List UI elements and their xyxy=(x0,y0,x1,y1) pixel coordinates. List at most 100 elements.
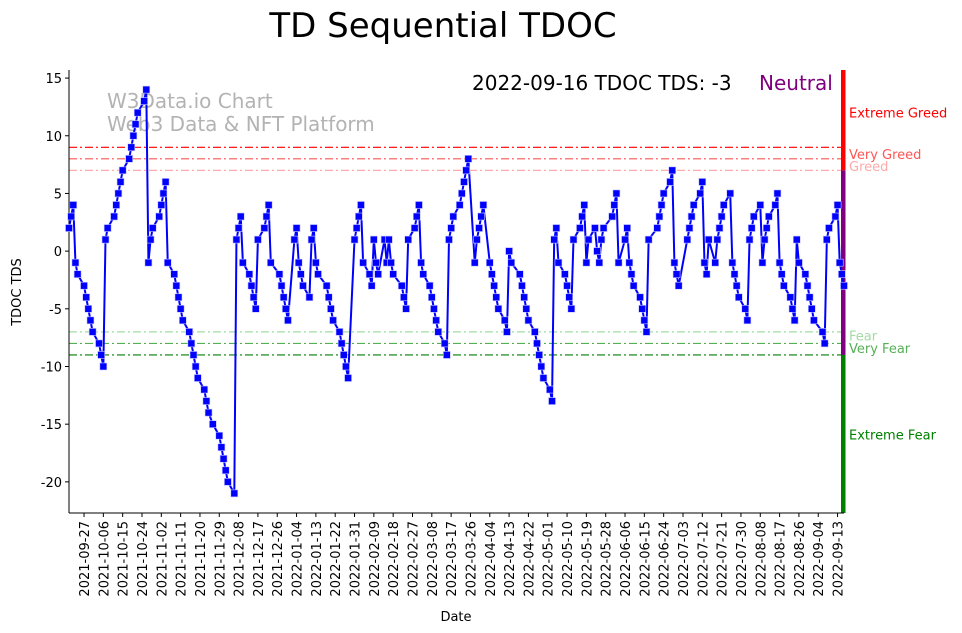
x-tick-label: 2021-11-02 xyxy=(155,521,170,597)
data-point xyxy=(501,316,509,325)
data-point xyxy=(125,155,133,163)
data-point xyxy=(209,420,217,428)
data-point xyxy=(428,293,436,302)
data-point xyxy=(715,224,724,232)
data-point xyxy=(629,281,638,290)
data-point xyxy=(726,189,735,198)
data-point xyxy=(116,178,125,186)
data-point xyxy=(730,270,739,278)
x-tick-label: 2021-11-20 xyxy=(194,521,209,597)
data-point xyxy=(548,397,556,405)
data-point xyxy=(477,212,485,221)
data-point xyxy=(292,224,301,232)
data-point xyxy=(200,385,209,394)
data-point xyxy=(247,281,256,290)
data-point xyxy=(101,235,110,244)
data-point xyxy=(202,397,211,405)
data-point xyxy=(372,258,380,267)
data-point xyxy=(309,224,318,232)
data-point xyxy=(550,235,558,244)
x-tick-label: 2022-03-08 xyxy=(426,521,441,597)
data-point xyxy=(251,305,260,313)
data-point xyxy=(576,224,584,232)
data-point xyxy=(503,328,511,336)
data-point xyxy=(831,212,840,221)
data-point xyxy=(221,466,230,475)
data-point xyxy=(599,224,608,232)
x-tick-label: 2022-05-28 xyxy=(600,521,615,597)
data-point xyxy=(771,201,780,209)
data-point xyxy=(400,293,408,302)
x-tick-label: 2022-06-24 xyxy=(658,521,673,597)
data-point xyxy=(455,201,464,209)
data-point xyxy=(700,258,709,267)
data-point xyxy=(554,258,563,267)
data-point xyxy=(473,235,481,244)
data-point xyxy=(314,270,322,278)
data-point xyxy=(397,281,406,290)
x-tick-label: 2021-12-08 xyxy=(233,521,248,597)
data-point xyxy=(608,212,616,221)
data-point xyxy=(765,212,773,221)
data-point xyxy=(687,212,696,221)
data-point xyxy=(322,281,331,290)
data-point xyxy=(475,224,483,232)
data-point xyxy=(840,281,848,290)
watermark-line-1: W3Data.io Chart xyxy=(107,89,273,113)
data-point xyxy=(462,166,470,175)
x-tick-label: 2022-07-30 xyxy=(735,521,750,597)
data-point xyxy=(432,316,440,325)
data-point xyxy=(350,235,359,244)
data-point xyxy=(282,305,290,313)
data-point xyxy=(71,258,80,267)
data-point xyxy=(788,305,797,313)
data-point xyxy=(516,270,524,278)
data-point xyxy=(488,270,496,278)
data-point xyxy=(507,258,516,267)
data-point xyxy=(741,305,750,313)
data-point xyxy=(535,351,543,359)
data-point xyxy=(329,316,337,325)
data-point xyxy=(702,270,711,278)
data-point xyxy=(352,224,361,232)
series-tds xyxy=(65,85,848,498)
data-point xyxy=(728,258,737,267)
y-tick-label: -20 xyxy=(41,476,62,491)
x-tick-label: 2022-08-17 xyxy=(774,521,789,597)
data-point xyxy=(518,281,526,290)
data-point xyxy=(419,270,428,278)
data-point xyxy=(610,201,619,209)
y-axis: 15 10 5 0 -5 -10 -15 -20 xyxy=(41,70,70,513)
data-point xyxy=(666,178,674,186)
data-point xyxy=(479,201,488,209)
data-point xyxy=(838,270,846,278)
data-point xyxy=(485,258,494,267)
watermark: W3Data.io Chart Web3 Data & NFT Platform xyxy=(107,89,375,136)
data-point xyxy=(698,178,707,186)
data-point xyxy=(365,270,374,278)
x-tick-label: 2022-06-15 xyxy=(638,521,653,597)
data-point xyxy=(155,212,163,221)
data-point xyxy=(732,281,741,290)
data-point xyxy=(385,235,393,244)
x-tick-label: 2022-02-18 xyxy=(387,521,402,597)
data-point xyxy=(655,212,664,221)
data-point xyxy=(672,270,681,278)
data-point xyxy=(434,328,443,336)
data-point xyxy=(449,212,458,221)
data-point xyxy=(623,224,631,232)
data-point xyxy=(163,258,172,267)
data-point xyxy=(825,224,833,232)
data-point xyxy=(355,212,363,221)
y-tick-label: 15 xyxy=(45,72,62,87)
zone-bar xyxy=(841,70,846,513)
data-point xyxy=(189,351,198,359)
data-point xyxy=(443,351,451,359)
data-point xyxy=(653,224,662,232)
x-tick-label: 2022-05-10 xyxy=(561,521,576,597)
x-tick-label: 2022-07-21 xyxy=(716,521,731,597)
data-point xyxy=(112,201,121,209)
data-point xyxy=(224,478,232,486)
data-point xyxy=(264,201,273,209)
data-point xyxy=(470,258,479,267)
